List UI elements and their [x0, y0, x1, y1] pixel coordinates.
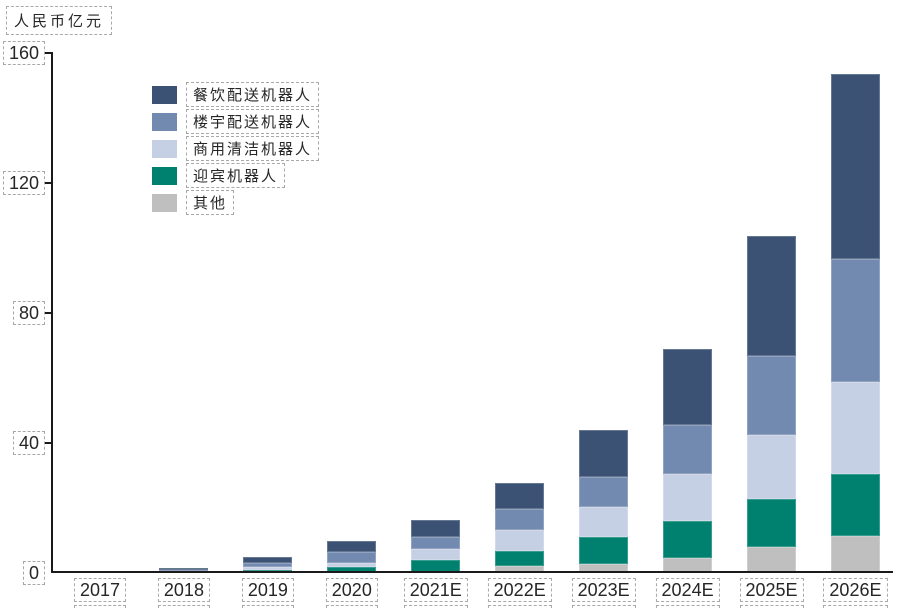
bar-segment — [243, 563, 293, 568]
bar-segment — [411, 536, 461, 549]
x-tick-label: 2017 — [73, 578, 127, 602]
bar-segment — [411, 520, 461, 537]
y-tick-mark — [45, 441, 52, 444]
clipped-annotation-box: 2024E — [655, 605, 720, 609]
bar-segment — [830, 536, 880, 572]
bar-segment — [495, 530, 545, 551]
legend-item: 迎宾机器人 — [152, 163, 319, 188]
bar-segment — [243, 567, 293, 570]
bar-segment — [663, 474, 713, 521]
bar-segment — [747, 356, 797, 435]
bar-segment — [747, 547, 797, 572]
legend-label: 迎宾机器人 — [186, 163, 286, 188]
bar-2020 — [327, 540, 377, 572]
bar-2026E — [830, 73, 880, 572]
x-tick-label: 2019 — [241, 578, 294, 602]
x-tick-label: 2020 — [325, 578, 378, 602]
bar-segment — [747, 235, 797, 357]
bar-segment — [327, 540, 377, 553]
x-tick-label: 2023E — [571, 578, 636, 602]
bar-segment — [663, 425, 713, 475]
x-tick-label: 2021E — [403, 578, 468, 602]
clipped-annotation-box: 2026E — [823, 605, 888, 609]
legend-swatch — [152, 139, 177, 158]
clipped-annotation-box: 2018 — [157, 605, 210, 609]
clipped-annotation-box: 2025E — [739, 605, 804, 609]
y-tick-mark — [45, 311, 52, 314]
y-tick-label: 120 — [2, 170, 45, 195]
bar-segment — [495, 482, 545, 509]
y-tick-label: 160 — [2, 40, 45, 65]
legend-item: 楼宇配送机器人 — [152, 109, 320, 134]
bar-segment — [243, 557, 293, 564]
clipped-annotation-box: 2023E — [571, 605, 636, 609]
legend-swatch — [152, 112, 177, 131]
bar-segment — [579, 536, 629, 565]
legend-swatch — [152, 166, 177, 185]
legend-swatch — [152, 85, 177, 104]
clipped-annotation-box: 2017 — [73, 605, 127, 609]
bar-segment — [495, 566, 545, 572]
x-tick-label: 2022E — [487, 578, 552, 602]
bar-segment — [411, 548, 461, 560]
y-tick-label: 0 — [22, 560, 45, 585]
legend-item: 商用清洁机器人 — [152, 136, 320, 161]
bar-2025E — [747, 235, 797, 572]
legend-swatch — [152, 193, 177, 212]
bar-segment — [747, 434, 797, 499]
y-tick-label: 40 — [12, 430, 45, 455]
y-axis-line — [51, 52, 53, 573]
bar-segment — [327, 562, 377, 568]
bar-segment — [663, 557, 713, 572]
legend: 餐饮配送机器人 楼宇配送机器人 商用清洁机器人 迎宾机器人 其他 — [152, 82, 320, 220]
bar-segment — [663, 349, 713, 426]
bar-2023E — [579, 429, 629, 572]
bar-segment — [411, 559, 461, 572]
bar-segment — [747, 498, 797, 548]
legend-label: 餐饮配送机器人 — [186, 82, 320, 107]
bar-segment — [159, 569, 209, 571]
bar-segment — [830, 474, 880, 537]
bar-segment — [159, 567, 209, 570]
clipped-annotation-box: 2020 — [325, 605, 378, 609]
bar-segment — [579, 429, 629, 478]
bar-segment — [327, 567, 377, 572]
bar-segment — [495, 508, 545, 531]
clipped-annotation-box: 2022E — [487, 605, 552, 609]
x-tick-label: 2026E — [823, 578, 888, 602]
y-tick-mark — [45, 181, 52, 184]
clipped-annotation-box: 2019 — [241, 605, 294, 609]
bar-segment — [243, 569, 293, 572]
x-axis-line — [51, 571, 893, 573]
clipped-annotation-box: 2021E — [403, 605, 468, 609]
legend-label: 商用清洁机器人 — [186, 136, 320, 161]
legend-label: 楼宇配送机器人 — [186, 109, 320, 134]
bar-2021E — [411, 520, 461, 572]
legend-item: 其他 — [152, 190, 319, 215]
bar-2024E — [663, 349, 713, 572]
bar-segment — [579, 477, 629, 507]
y-tick-mark — [45, 51, 52, 54]
bar-segment — [579, 564, 629, 572]
x-tick-label: 2018 — [157, 578, 210, 602]
bar-segment — [830, 381, 880, 475]
bar-segment — [327, 552, 377, 563]
y-tick-label: 80 — [12, 300, 45, 325]
bar-segment — [579, 506, 629, 537]
x-tick-label: 2025E — [739, 578, 804, 602]
legend-item: 餐饮配送机器人 — [152, 82, 320, 107]
bar-2019 — [243, 557, 293, 572]
bar-2022E — [495, 482, 545, 572]
legend-label: 其他 — [186, 190, 235, 215]
y-axis-unit-label: 人民币亿元 — [6, 6, 113, 35]
bar-segment — [663, 520, 713, 558]
bar-segment — [830, 258, 880, 382]
x-tick-label: 2024E — [655, 578, 720, 602]
bar-segment — [830, 73, 880, 259]
bar-segment — [495, 550, 545, 567]
